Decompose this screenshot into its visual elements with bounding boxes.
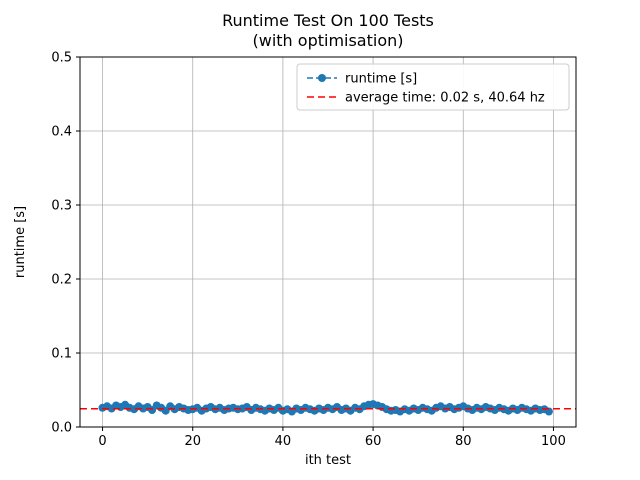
legend-marker-runtime [318,74,326,82]
x-tick-label: 100 [541,434,566,449]
chart-title: Runtime Test On 100 Tests [222,11,434,30]
plot-border [79,56,577,428]
x-tick-label: 0 [98,434,106,449]
runtime-series-markers [98,400,553,416]
y-tick-label: 0.1 [51,347,72,362]
grid [80,56,576,428]
legend: runtime [s] average time: 0.02 s, 40.64 h… [296,63,570,111]
y-tick-label: 0.0 [51,421,72,436]
x-axis-label: ith test [305,453,351,468]
y-tick-label: 0.2 [51,273,72,288]
x-tick-label: 60 [365,434,382,449]
legend-label-runtime: runtime [s] [345,72,417,87]
y-tick-label: 0.5 [51,51,72,66]
x-tick-label: 20 [184,434,201,449]
y-axis-label: runtime [s] [13,206,28,278]
y-tick-label: 0.3 [51,199,72,214]
chart-subtitle: (with optimisation) [253,31,404,50]
y-tick-label: 0.4 [51,125,72,140]
legend-box [296,63,570,111]
x-tick-label: 40 [275,434,292,449]
legend-label-average: average time: 0.02 s, 40.64 hz [345,91,545,106]
x-tick-label: 80 [455,434,472,449]
